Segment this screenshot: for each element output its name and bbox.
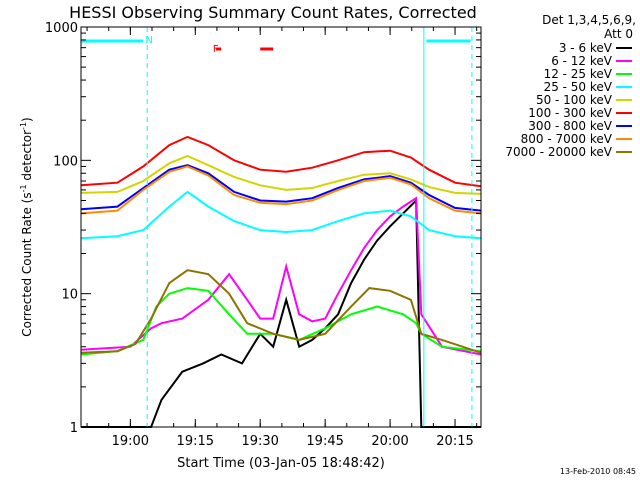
series-line-5	[80, 154, 482, 195]
legend-label-3: 12 - 25 keV	[544, 67, 613, 81]
series-line-8	[80, 165, 482, 215]
legend-header-2: Att 0	[604, 27, 633, 41]
series-line-9	[80, 269, 482, 354]
x-tick-label-6: 20:15	[436, 434, 473, 449]
legend-label-4: 25 - 50 keV	[544, 80, 613, 94]
y-axis-label-end: )	[20, 117, 34, 122]
legend-label-7: 300 - 800 keV	[528, 119, 612, 133]
x-tick-label-4: 19:45	[306, 434, 343, 449]
axis-layer: 19:00 19:15 19:30 19:45 20:00 20:15 1 10 100 1000	[45, 21, 481, 449]
series-line-4	[80, 190, 482, 240]
overlay-layer: NF	[81, 27, 473, 427]
x-axis-label: Start Time (03-Jan-05 18:48:42)	[177, 456, 385, 471]
chart-title: HESSI Observing Summary Count Rates, Cor…	[69, 3, 477, 22]
legend-label-5: 50 - 100 keV	[536, 93, 613, 107]
y-axis-label-mid: detector	[20, 130, 34, 185]
legend-label-2: 6 - 12 keV	[551, 54, 613, 68]
legend-label-1: 3 - 6 keV	[559, 41, 613, 55]
y-axis-label-sup1: -1	[19, 184, 28, 192]
annotation-2: F	[213, 44, 219, 55]
plot-frame	[80, 26, 482, 428]
annotation-1: N	[145, 35, 152, 46]
legend-label-8: 800 - 7000 keV	[521, 132, 613, 146]
series-line-2	[80, 196, 482, 356]
series-layer	[80, 135, 482, 428]
y-tick-label-2: 10	[61, 288, 78, 303]
x-tick-label-5: 20:00	[371, 434, 408, 449]
y-axis-label: Corrected Count Rate (s-1 detector-1)	[19, 117, 34, 336]
y-axis-label-sup2: -1	[19, 122, 28, 130]
y-tick-label-4: 1000	[45, 21, 78, 36]
footer-timestamp: 13-Feb-2010 08:45	[560, 467, 636, 476]
legend-header-1: Det 1,3,4,5,6,9,	[542, 13, 636, 27]
y-tick-label-3: 100	[53, 154, 78, 169]
x-tick-label-2: 19:15	[177, 434, 214, 449]
y-axis-label-main: Corrected Count Rate (s	[20, 192, 34, 336]
x-tick-label-1: 19:00	[112, 434, 149, 449]
series-line-1	[81, 198, 481, 428]
y-tick-label-1: 1	[70, 421, 78, 436]
series-line-6	[80, 135, 482, 188]
series-line-7	[80, 164, 482, 212]
legend-label-6: 100 - 300 keV	[528, 106, 612, 120]
legend-label-9: 7000 - 20000 keV	[505, 145, 612, 159]
x-tick-label-3: 19:30	[241, 434, 278, 449]
